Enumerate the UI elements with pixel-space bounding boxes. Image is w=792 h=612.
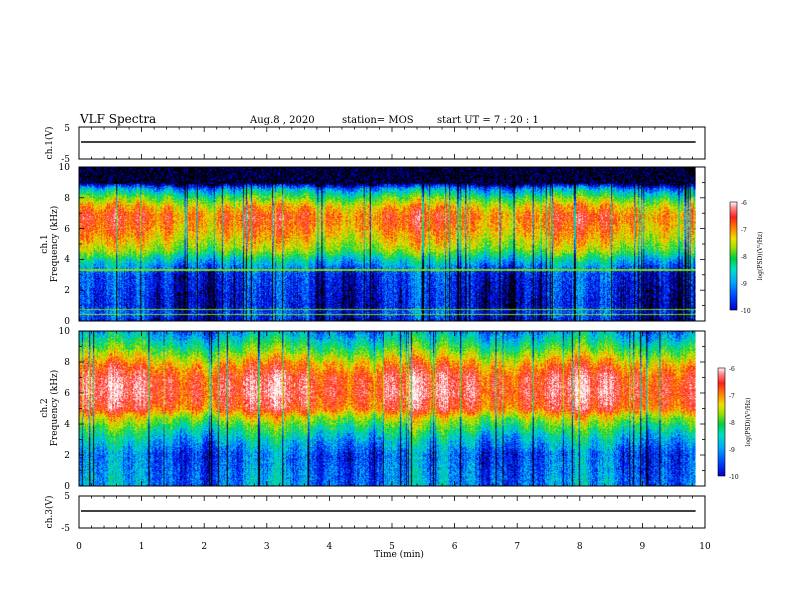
time-tick-label-0: 0 (76, 542, 82, 552)
ch2-freq-tick-0: 0 (64, 482, 70, 492)
ch1-spectrogram-ticks (78, 166, 706, 322)
ch2-colorbar-tick-minus7: -7 (729, 393, 735, 400)
ch1-colorbar-tick-minus8: -8 (741, 254, 747, 261)
ch2-freq-tick-10: 10 (59, 327, 71, 337)
ch1-colorbar-gradient (729, 201, 738, 311)
ch2-freq-tick-6: 6 (64, 389, 70, 399)
ch1-ytick-bottom: -5 (61, 155, 70, 165)
ch2-colorbar-label: log(PSD)(V²/Hz) (745, 398, 752, 447)
ch1-ytick-top: 5 (64, 124, 70, 134)
ch1-freq-tick-0: 0 (64, 317, 70, 327)
ch2-colorbar: -6 -7 -8 -9 -10 log(PSD)(V²/Hz) (717, 366, 752, 481)
time-tick-label-2: 2 (201, 542, 207, 552)
ch2-colorbar-tick-minus9: -9 (729, 447, 735, 454)
ch3-waveform-ticks (78, 496, 706, 528)
time-axis-label: Time (min) (374, 549, 424, 560)
ch2-spectrogram-image (79, 331, 696, 486)
ch1-colorbar-tick-minus10: -10 (741, 308, 751, 315)
ch2-colorbar-tick-minus6: -6 (729, 366, 735, 373)
time-axis-tick-labels: 0 1 2 3 4 5 6 7 8 9 10 (76, 542, 711, 552)
ch1-colorbar-tick-minus9: -9 (741, 281, 747, 288)
ch1-spectrogram-ylabel-channel: ch.1 (40, 234, 50, 253)
ch3-waveform-panel: 5 -5 ch.3(V) (44, 492, 706, 534)
date-label: Aug.8 , 2020 (249, 115, 315, 126)
ch2-spectrogram-ticks (78, 330, 706, 487)
ch2-colorbar-tick-minus10: -10 (729, 474, 739, 481)
ch2-spectrogram-ylabel-frequency: Frequency (kHz) (49, 370, 60, 447)
ch2-freq-tick-4: 4 (64, 420, 70, 430)
ch2-freq-tick-2: 2 (64, 451, 70, 461)
ch1-waveform-panel: 5 -5 ch.1(V) (44, 124, 706, 165)
ch1-freq-tick-2: 2 (64, 286, 70, 296)
ch2-colorbar-tick-minus8: -8 (729, 420, 735, 427)
station-label: station= MOS (342, 115, 414, 126)
time-tick-label-4: 4 (327, 542, 333, 552)
ch1-waveform-ylabel: ch.1(V) (44, 127, 55, 160)
ch1-colorbar-label: log(PSD)(V²/Hz) (757, 232, 764, 281)
time-tick-label-3: 3 (264, 542, 270, 552)
ch1-colorbar: -6 -7 -8 -9 -10 log(PSD)(V²/Hz) (729, 200, 764, 315)
ch1-freq-tick-4: 4 (64, 255, 70, 265)
ch1-spectrogram-ylabel-frequency: Frequency (kHz) (49, 206, 60, 283)
ch3-waveform-ylabel: ch.3(V) (44, 496, 55, 529)
ch1-colorbar-tick-minus6: -6 (741, 200, 747, 207)
ch1-freq-tick-10: 10 (59, 163, 71, 173)
ch1-spectrogram-panel: 0 2 4 6 8 10 ch.1 Frequency (kHz) (40, 163, 706, 327)
time-tick-label-8: 8 (577, 542, 583, 552)
time-tick-label-6: 6 (452, 542, 458, 552)
ch1-waveform-ticks (78, 127, 706, 159)
ch2-spectrogram-ylabel-channel: ch.2 (40, 398, 50, 417)
ch1-freq-tick-8: 8 (64, 194, 70, 204)
time-tick-label-5: 5 (389, 542, 395, 552)
ch3-ytick-bottom: -5 (61, 524, 70, 534)
time-tick-label-7: 7 (514, 542, 520, 552)
time-tick-label-1: 1 (139, 542, 145, 552)
ch3-ytick-top: 5 (64, 492, 70, 502)
ch2-spectrogram-panel: 0 2 4 6 8 10 ch.2 Frequency (kHz) (40, 327, 706, 492)
ch1-spectrogram-image (79, 167, 696, 321)
ch1-colorbar-tick-minus7: -7 (741, 227, 747, 234)
time-tick-label-9: 9 (640, 542, 646, 552)
start-time-label: start UT = 7 : 20 : 1 (437, 115, 539, 126)
ch2-colorbar-gradient (717, 367, 726, 477)
ch1-freq-tick-6: 6 (64, 225, 70, 235)
time-tick-label-10: 10 (699, 542, 711, 552)
ch2-freq-tick-8: 8 (64, 358, 70, 368)
figure-title: VLF Spectra (79, 112, 156, 126)
